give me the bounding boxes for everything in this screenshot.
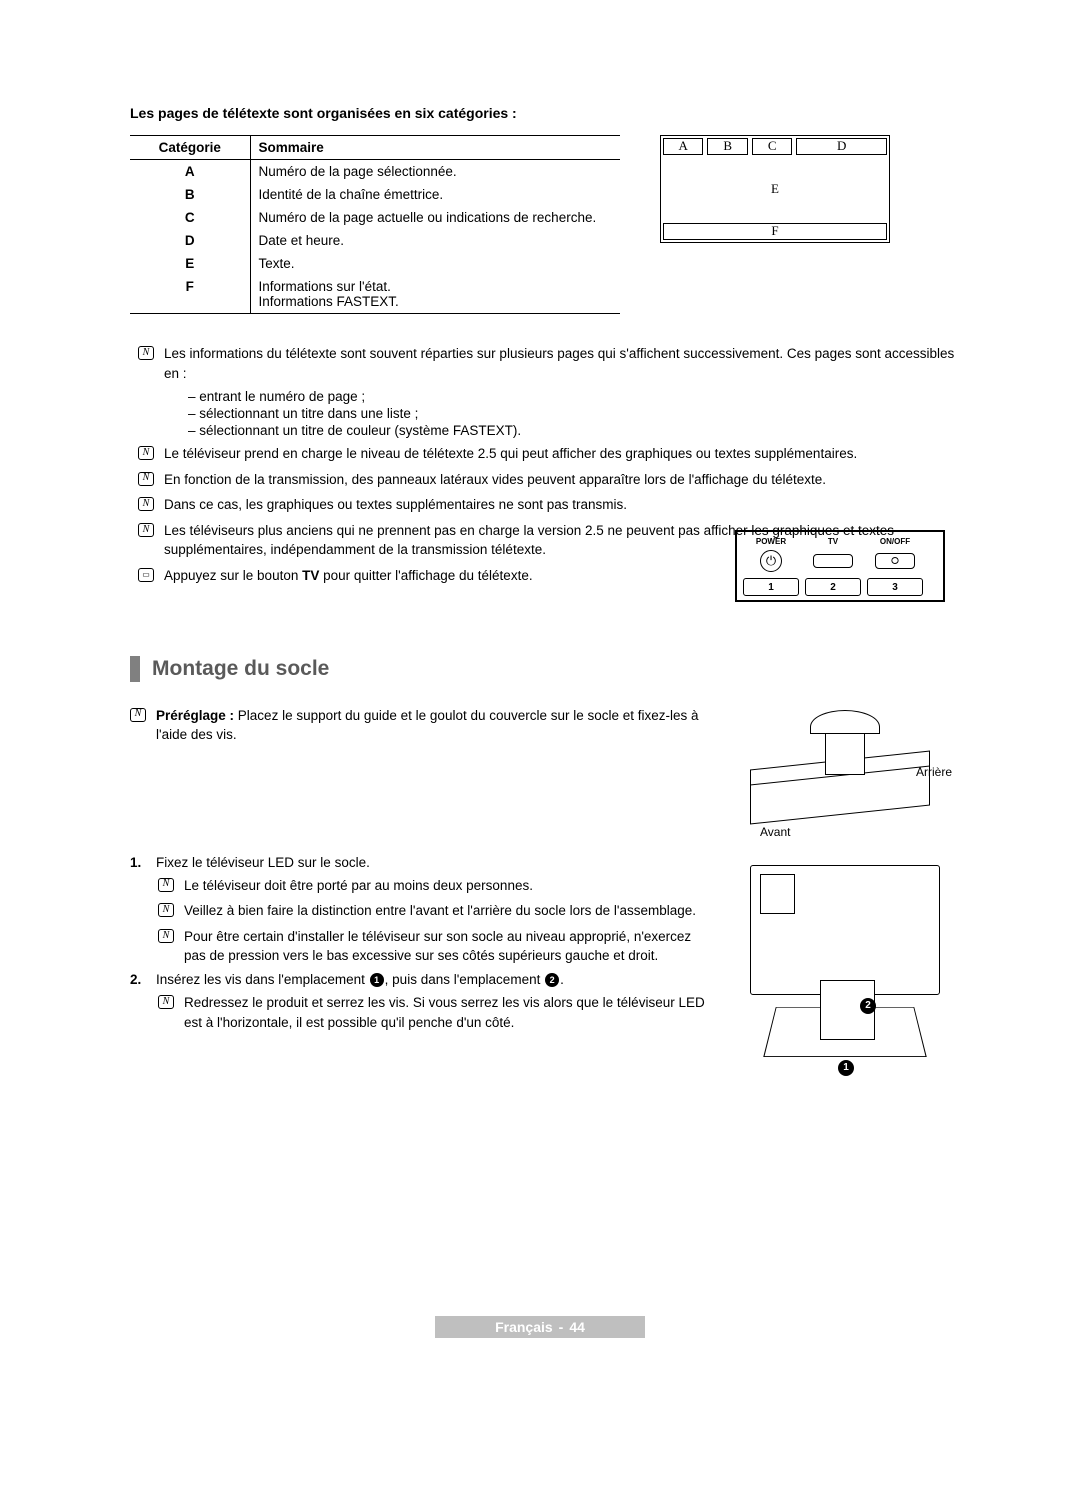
note-icon: N bbox=[130, 708, 146, 722]
tv-button-icon bbox=[813, 554, 853, 568]
stand-label-front: Avant bbox=[760, 825, 790, 839]
cat-A: A bbox=[130, 160, 250, 184]
cat-E: E bbox=[130, 252, 250, 275]
remote-num-1: 1 bbox=[743, 578, 799, 596]
step1-sub1: Le téléviseur doit être porté par au moi… bbox=[184, 876, 533, 896]
figure-marker-2-icon: 2 bbox=[860, 998, 876, 1014]
footer-dash: - bbox=[559, 1319, 564, 1335]
note-icon: N bbox=[138, 346, 154, 360]
th-category: Catégorie bbox=[130, 136, 250, 160]
note-btn: Appuyez sur le bouton TV pour quitter l'… bbox=[164, 566, 533, 586]
cat-C: C bbox=[130, 206, 250, 229]
remote-num-3: 3 bbox=[867, 578, 923, 596]
step2-text: Insérez les vis dans l'emplacement 1, pu… bbox=[156, 972, 564, 987]
remote-label-onoff: ON/OFF bbox=[867, 537, 923, 546]
prereq-label: Préréglage : bbox=[156, 708, 238, 723]
note-icon: N bbox=[158, 903, 174, 917]
stand-figure: Arrière Avant bbox=[740, 700, 950, 850]
sum-A: Numéro de la page sélectionnée. bbox=[250, 160, 620, 184]
onoff-button-icon: ⭘ bbox=[875, 553, 915, 569]
step1-text: Fixez le téléviseur LED sur le socle. bbox=[156, 855, 370, 870]
th-summary: Sommaire bbox=[250, 136, 620, 160]
sum-C: Numéro de la page actuelle ou indication… bbox=[250, 206, 620, 229]
teletext-layout-diagram: A B C D E F bbox=[660, 135, 890, 243]
note-2: Le téléviseur prend en charge le niveau … bbox=[164, 444, 857, 464]
cat-B: B bbox=[130, 183, 250, 206]
section-mark-icon bbox=[130, 656, 140, 682]
note-icon: N bbox=[158, 929, 174, 943]
note-sublist: entrant le numéro de page ; sélectionnan… bbox=[188, 389, 960, 438]
note-btn-tv: TV bbox=[302, 568, 319, 583]
note-3: En fonction de la transmission, des pann… bbox=[164, 470, 826, 490]
sum-B: Identité de la chaîne émettrice. bbox=[250, 183, 620, 206]
remote-diagram: POWER TV ON/OFF ⏻ ⭘ 1 2 3 bbox=[735, 530, 945, 602]
note-icon: N bbox=[138, 472, 154, 486]
diagram-A: A bbox=[663, 138, 703, 155]
section-title: Montage du socle bbox=[152, 657, 329, 681]
figure-marker-1-icon: 1 bbox=[838, 1060, 854, 1076]
step2-pre: Insérez les vis dans l'emplacement bbox=[156, 972, 369, 987]
note-icon: N bbox=[138, 446, 154, 460]
remote-label-tv: TV bbox=[805, 537, 861, 546]
footer-page: 44 bbox=[569, 1319, 585, 1335]
section-heading: Montage du socle bbox=[130, 656, 960, 682]
sum-D: Date et heure. bbox=[250, 229, 620, 252]
button-icon: ▭ bbox=[138, 568, 154, 582]
note-icon: N bbox=[158, 878, 174, 892]
circle-2-icon: 2 bbox=[545, 973, 559, 987]
note-icon: N bbox=[138, 497, 154, 511]
tv-mount-figure: 1 2 bbox=[740, 860, 950, 1100]
step2-sub1: Redressez le produit et serrez les vis. … bbox=[184, 993, 710, 1032]
page-footer: Français - 44 bbox=[0, 1316, 1080, 1338]
prereq-line: Préréglage : Placez le support du guide … bbox=[156, 706, 710, 745]
diagram-C: C bbox=[752, 138, 792, 155]
remote-label-power: POWER bbox=[743, 537, 799, 546]
diagram-D: D bbox=[796, 138, 887, 155]
step2-num: 2. bbox=[130, 972, 148, 987]
remote-num-2: 2 bbox=[805, 578, 861, 596]
categories-table: Catégorie Sommaire ANuméro de la page sé… bbox=[130, 135, 620, 314]
sub-1: entrant le numéro de page ; bbox=[188, 389, 960, 404]
stand-label-back: Arrière bbox=[916, 765, 952, 779]
power-icon: ⏻ bbox=[760, 550, 782, 572]
sum-F: Informations sur l'état. Informations FA… bbox=[250, 275, 620, 314]
footer-lang: Français bbox=[495, 1319, 553, 1335]
intro-heading: Les pages de télétexte sont organisées e… bbox=[130, 105, 960, 121]
step1-sub2: Veillez à bien faire la distinction entr… bbox=[184, 901, 696, 921]
note-4: Dans ce cas, les graphiques ou textes su… bbox=[164, 495, 627, 515]
sum-E: Texte. bbox=[250, 252, 620, 275]
circle-1-icon: 1 bbox=[370, 973, 384, 987]
step1-sub3: Pour être certain d'installer le télévis… bbox=[184, 927, 710, 966]
diagram-E: E bbox=[663, 159, 887, 219]
diagram-F: F bbox=[663, 223, 887, 240]
step1-num: 1. bbox=[130, 855, 148, 870]
note-btn-post: pour quitter l'affichage du télétexte. bbox=[319, 568, 532, 583]
note-btn-pre: Appuyez sur le bouton bbox=[164, 568, 302, 583]
note-icon: N bbox=[138, 523, 154, 537]
sub-2: sélectionnant un titre dans une liste ; bbox=[188, 406, 960, 421]
cat-F: F bbox=[130, 275, 250, 314]
step2-post: . bbox=[560, 972, 564, 987]
prereq-text: Placez le support du guide et le goulot … bbox=[156, 708, 699, 743]
step2-mid: , puis dans l'emplacement bbox=[385, 972, 544, 987]
cat-D: D bbox=[130, 229, 250, 252]
diagram-B: B bbox=[707, 138, 747, 155]
note-icon: N bbox=[158, 995, 174, 1009]
sub-3: sélectionnant un titre de couleur (systè… bbox=[188, 423, 960, 438]
note-1: Les informations du télétexte sont souve… bbox=[164, 344, 960, 383]
